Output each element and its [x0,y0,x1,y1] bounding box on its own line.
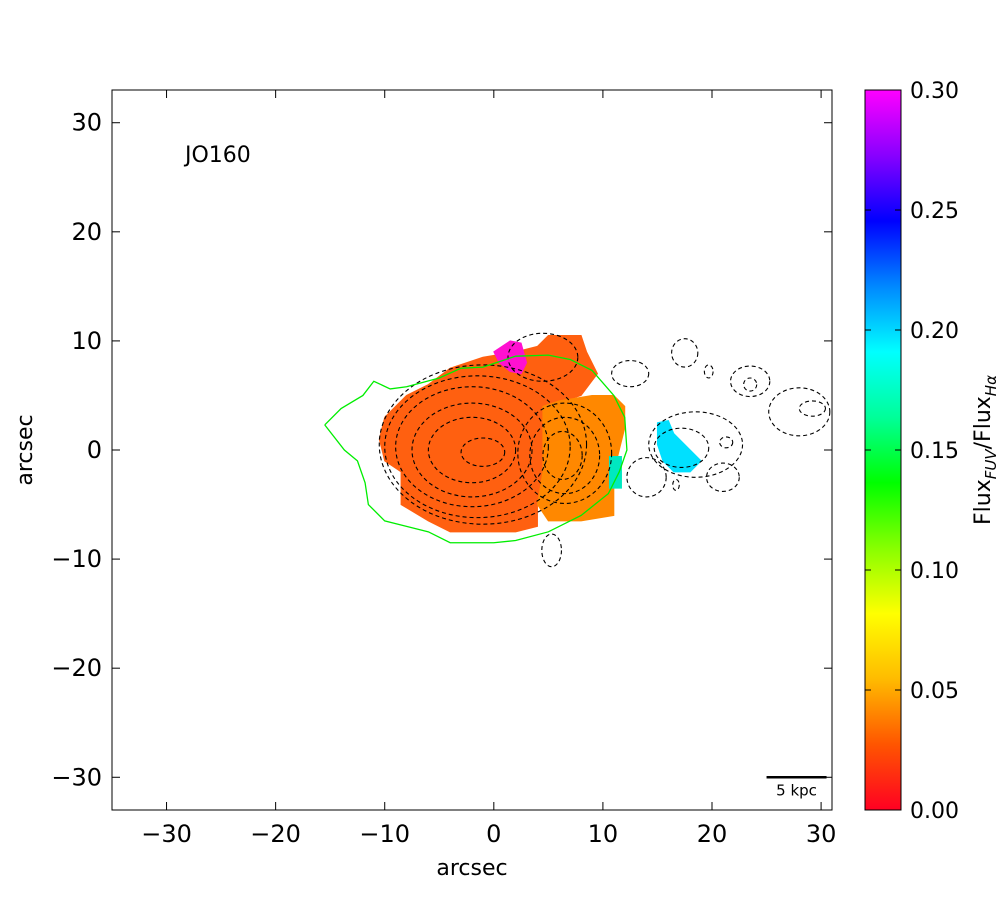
dashed-contour [653,427,710,469]
dashed-contour [507,332,579,382]
y-tick-label: −10 [51,545,102,573]
object-label: JO160 [183,143,251,168]
y-tick-label: −30 [51,763,102,791]
dashed-contour [719,436,734,449]
x-tick-label: −30 [141,820,192,848]
dashed-contour [743,377,758,392]
dashed-contour [542,430,583,481]
dashed-contour [378,364,588,525]
dashed-contour [626,457,667,498]
dashed-contour [648,411,744,478]
x-tick-label: 0 [486,820,501,848]
colorbar-tick-label: 0.05 [910,679,959,704]
y-tick-label: 20 [71,218,102,246]
x-tick-label: −10 [359,820,410,848]
x-tick-label: −20 [250,820,301,848]
y-tick-label: 10 [71,327,102,355]
ratio-map-regions [378,334,702,533]
colorbar-tick-label: 0.00 [910,799,959,824]
dashed-contour [705,462,740,493]
colorbar-tick-label: 0.10 [910,559,959,584]
y-axis-ticks: −30 −20 −10 0 10 20 30 [51,109,832,791]
colorbar-title-sub1: FUV [982,448,1000,480]
colorbar-tick-label: 0.20 [910,319,959,344]
dashed-contour [703,364,714,379]
y-axis-title: arcsec [13,414,38,485]
x-tick-label: 10 [588,820,619,848]
dashed-contour [460,437,506,467]
colorbar-tick-label: 0.30 [910,79,959,104]
dashed-contour [798,400,827,417]
green-contour [324,354,628,544]
dashed-contour [411,402,533,498]
dashed-contour [517,402,613,505]
x-tick-label: 30 [806,820,837,848]
y-tick-label: −20 [51,654,102,682]
plot-area [324,332,831,568]
colorbar-title-sep: /Flux [971,396,996,449]
colorbar-title: FluxFUV/FluxHα [971,375,1000,525]
y-tick-label: 30 [71,109,102,137]
colorbar-title-main: Flux [971,479,996,525]
dashed-contour [541,533,563,568]
colorbar-ticks: 0.00 0.05 0.10 0.15 0.20 0.25 0.30 [865,79,959,824]
region-tail-knot-1 [656,419,702,473]
region-tail-knot-2 [608,456,622,489]
dashed-contours [378,332,831,568]
dashed-contour [395,386,549,508]
dashed-contour [672,478,680,491]
colorbar-tick-label: 0.15 [910,439,959,464]
dashed-contour [671,338,699,368]
colorbar-tick-label: 0.25 [910,199,959,224]
x-tick-label: 20 [697,820,728,848]
scale-bar-label: 5 kpc [776,781,817,799]
colorbar-title-sub2: Hα [982,375,1000,396]
dashed-contour [529,416,601,495]
x-axis-ticks: −30 −20 −10 0 10 20 30 [141,90,836,848]
region-north-knot [493,340,528,375]
dashed-contour [427,416,517,484]
dashed-contour [729,365,771,398]
dashed-contour [611,359,650,388]
x-axis-title: arcsec [436,856,507,881]
dashed-contour [384,375,571,519]
dashed-contour [768,387,831,437]
y-tick-label: 0 [87,436,102,464]
